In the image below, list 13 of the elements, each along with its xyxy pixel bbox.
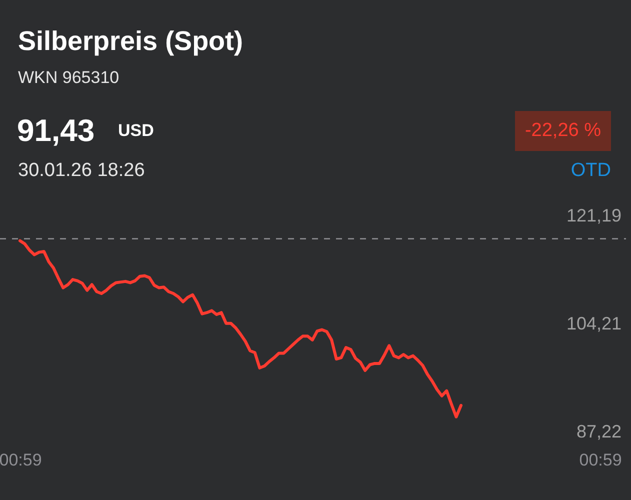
text: USD (118, 121, 154, 141)
y-tick-label: 104,21 (566, 313, 622, 334)
chart-subtitle: WKN 965310 (18, 68, 120, 88)
line-series (18, 239, 462, 418)
y-tick-label: 121,19 (566, 206, 622, 226)
x-tick-label: 00:59 (579, 450, 622, 470)
text: 30.01.26 18:26 (18, 160, 145, 182)
text: OTD (570, 160, 611, 182)
text: 91,43 (17, 113, 95, 149)
x-tick-label: 00:59 (0, 450, 42, 470)
text: -22,26 % (514, 111, 611, 151)
y-tick-label: 87,22 (576, 422, 622, 442)
chart-title: Silberpreis (Spot) (18, 26, 244, 57)
